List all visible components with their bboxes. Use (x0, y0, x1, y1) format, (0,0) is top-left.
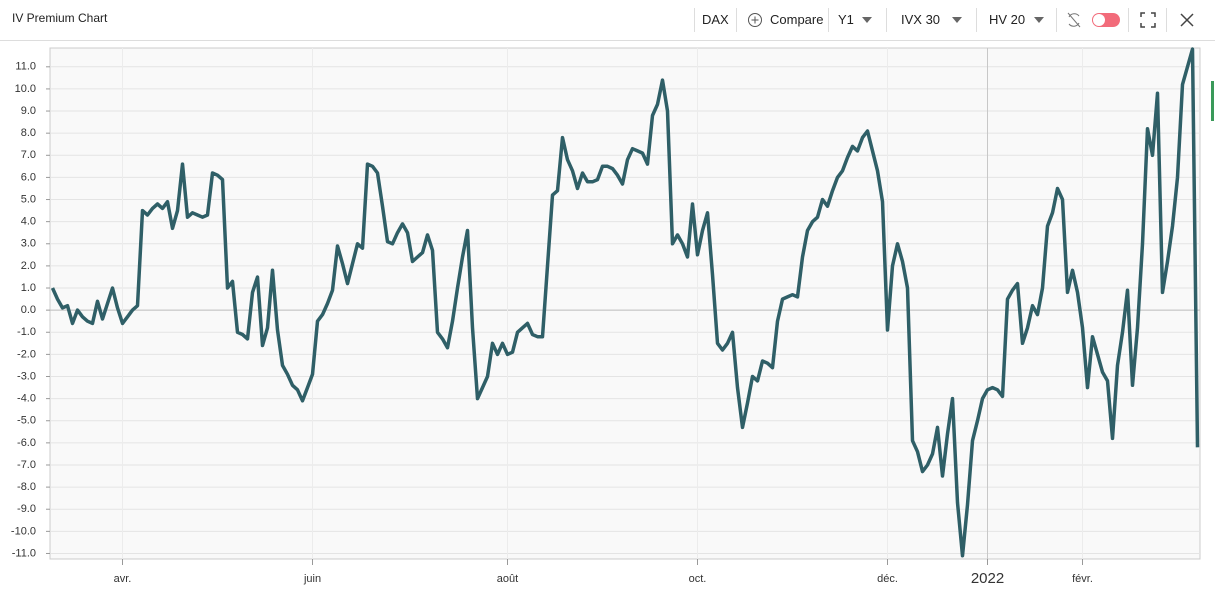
y-tick-label: -3.0 (17, 370, 36, 382)
y-tick-label: 5.0 (21, 193, 36, 205)
toggle[interactable] (1091, 12, 1121, 28)
x-tick-label: 2022 (971, 570, 1004, 587)
y-tick-label: -8.0 (17, 481, 36, 493)
period-select[interactable]: Y1 (838, 12, 854, 27)
y-tick-label: 1.0 (21, 282, 36, 294)
side-marker (1211, 81, 1214, 121)
y-tick-label: -11.0 (12, 547, 36, 559)
close-icon[interactable] (1179, 12, 1195, 28)
plot-area (49, 47, 1201, 560)
chart: -11.0 -10.0 -9.0 -8.0 -7.0 -6.0 -5.0 -4.0 -3.0 -2… (11, 47, 1214, 587)
y-tick-label: 2.0 (21, 260, 36, 272)
y-tick-label: -1.0 (17, 326, 36, 338)
y-tick-label: -2.0 (17, 348, 36, 360)
window-title: IV Premium Chart (12, 11, 108, 25)
y-tick-label: 9.0 (21, 105, 36, 117)
y-tick-label: 4.0 (21, 216, 36, 228)
toolbar: IV Premium Chart DAX Compare Y1 IVX 30 H… (0, 0, 1215, 41)
y-tick-label: 10.0 (15, 83, 36, 95)
x-tick-label: avr. (114, 573, 132, 585)
series-line (50, 47, 1200, 558)
y-tick-label: 0.0 (21, 304, 36, 316)
y-tick-label: 11.0 (15, 61, 36, 73)
x-tick-label: août (497, 573, 518, 585)
y-tick-label: -7.0 (17, 459, 36, 471)
sync-icon[interactable] (1066, 11, 1082, 29)
y-tick-label: -10.0 (11, 525, 36, 537)
compare-button[interactable]: Compare (770, 12, 824, 27)
hv-select[interactable]: HV 20 (989, 12, 1026, 27)
y-tick-label: 7.0 (21, 149, 36, 161)
underlying-button[interactable]: DAX (702, 12, 729, 27)
x-tick-label: oct. (689, 573, 707, 585)
y-tick-label: -4.0 (17, 393, 36, 405)
y-tick-label: 3.0 (21, 238, 36, 250)
fullscreen-icon[interactable] (1140, 12, 1156, 28)
y-tick-label: 6.0 (21, 171, 36, 183)
y-tick-label: -9.0 (17, 503, 36, 515)
y-tick-label: -5.0 (17, 415, 36, 427)
compare-icon[interactable] (747, 12, 763, 28)
x-tick-label: juin (303, 573, 321, 585)
iv-select[interactable]: IVX 30 (901, 12, 941, 27)
y-tick-label: 8.0 (21, 127, 36, 139)
x-tick-label: déc. (877, 573, 898, 585)
y-tick-label: -6.0 (17, 437, 36, 449)
x-tick-label: févr. (1072, 573, 1093, 585)
